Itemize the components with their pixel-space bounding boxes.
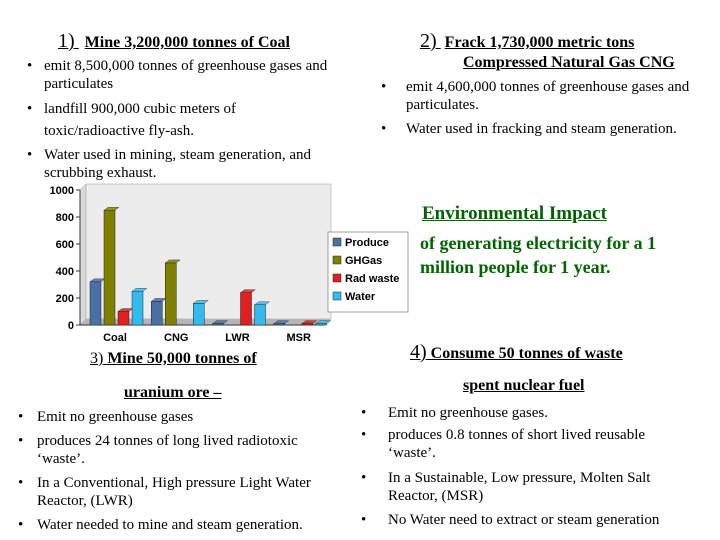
frack-title: Frack 1,730,000 metric tons bbox=[444, 34, 635, 51]
coal-number: 1) bbox=[58, 30, 75, 52]
bar-cng-produce bbox=[151, 301, 163, 326]
frack-number: 2) bbox=[420, 30, 437, 52]
impact-title: Environmental Impact bbox=[422, 203, 607, 224]
legend-swatch bbox=[332, 255, 342, 265]
uranium-title-2: uranium ore – bbox=[124, 384, 222, 401]
y-tick-label: 400 bbox=[56, 266, 74, 278]
bar-coal-rad-waste bbox=[117, 311, 130, 326]
frack-bullet-2: • Water used in fracking and steam genera… bbox=[381, 121, 677, 137]
legend-swatch bbox=[332, 291, 342, 301]
uranium-bullet-1: • Emit no greenhouse gases bbox=[18, 409, 194, 425]
y-tick-label: 600 bbox=[56, 239, 74, 251]
bar-top bbox=[211, 320, 229, 324]
frack-title-2: Compressed Natural Gas CNG bbox=[463, 54, 675, 71]
bar-top bbox=[192, 300, 209, 304]
uranium-number: 3) bbox=[90, 350, 104, 367]
msr-title-2: spent nuclear fuel bbox=[463, 377, 585, 394]
coal-bullet-1: • emit 8,500,000 tonnes of greenhouse gas… bbox=[27, 58, 328, 92]
msr-bullet-3: • In a Sustainable, Low pressure, Molten … bbox=[361, 470, 651, 504]
x-category-label: MSR bbox=[287, 332, 312, 344]
coal-bullet-3: • Water used in mining, steam generation,… bbox=[27, 147, 312, 181]
bar-top bbox=[131, 288, 148, 292]
bar-top bbox=[239, 289, 257, 293]
uranium-bullet-4: • Water needed to mine and steam generati… bbox=[18, 517, 303, 533]
bar-msr-water bbox=[315, 323, 327, 326]
frack-bullet-1: • emit 4,600,000 tonnes of greenhouse gas… bbox=[381, 79, 690, 113]
bar-top bbox=[315, 320, 332, 324]
y-tick-label: 200 bbox=[56, 293, 74, 305]
bar-top bbox=[103, 207, 120, 211]
chart-floor bbox=[80, 319, 331, 325]
bar-msr-rad-waste bbox=[301, 323, 313, 326]
bar-cng-ghgas bbox=[165, 262, 177, 326]
environmental-impact-chart: 0 200 400 600 800 1000 Coal CNG LWR MSR Produce GHG… bbox=[50, 183, 409, 344]
bar-coal-ghgas bbox=[103, 210, 116, 326]
bar-top bbox=[253, 301, 271, 305]
legend-label: Rad waste bbox=[345, 273, 399, 285]
uranium-title: Mine 50,000 tonnes of bbox=[107, 350, 257, 367]
chart-side-wall bbox=[79, 183, 87, 326]
bar-lwr-rad-waste bbox=[240, 292, 252, 326]
bar-lwr-water bbox=[254, 304, 266, 326]
msr-bullet-1: • Emit no greenhouse gases. bbox=[361, 405, 548, 421]
legend-label: Water bbox=[345, 291, 376, 303]
legend-label: Produce bbox=[345, 237, 389, 249]
bar-top bbox=[164, 259, 181, 264]
bar-top bbox=[301, 320, 318, 324]
impact-subtitle: of generating electricity for a 1 millio… bbox=[420, 233, 657, 277]
chart-legend bbox=[327, 231, 409, 313]
uranium-heading: 3) Mine 50,000 tonnes of bbox=[90, 350, 257, 368]
bar-cng-water bbox=[193, 303, 205, 326]
coal-heading: 1) Mine 3,200,000 tonnes of Coal bbox=[58, 30, 290, 53]
coal-title: Mine 3,200,000 tonnes of Coal bbox=[84, 34, 290, 51]
bar-msr-produce bbox=[273, 323, 285, 326]
msr-heading: 4) Consume 50 tonnes of waste bbox=[410, 341, 623, 364]
legend-swatch bbox=[332, 273, 342, 283]
legend-label: GHGas bbox=[345, 255, 382, 267]
x-category-label: Coal bbox=[103, 332, 127, 344]
msr-bullet-2: • produces 0.8 tonnes of short lived reus… bbox=[361, 427, 646, 461]
msr-number: 4) bbox=[410, 341, 427, 363]
bar-coal-water bbox=[131, 291, 144, 326]
y-tick-label: 800 bbox=[56, 212, 74, 224]
y-tick-label: 0 bbox=[68, 320, 74, 332]
legend-swatch bbox=[332, 237, 342, 247]
uranium-bullet-3: • In a Conventional, High pressure Light … bbox=[18, 475, 311, 509]
x-category-label: LWR bbox=[225, 332, 249, 344]
uranium-bullet-2: • produces 24 tonnes of long lived radiot… bbox=[18, 433, 298, 467]
y-tick-label: 1000 bbox=[50, 185, 74, 197]
bar-lwr-produce bbox=[212, 323, 224, 326]
bar-coal-produce bbox=[89, 281, 102, 326]
msr-bullet-4: • No Water need to extract or steam gener… bbox=[361, 512, 660, 528]
bar-top bbox=[273, 320, 290, 324]
frack-heading: 2) Frack 1,730,000 metric tons bbox=[420, 30, 634, 53]
x-category-label: CNG bbox=[164, 332, 188, 344]
chart-back-wall bbox=[85, 183, 332, 320]
msr-title: Consume 50 tonnes of waste bbox=[430, 345, 623, 362]
coal-bullet-2: • landfill 900,000 cubic meters of toxic/… bbox=[27, 101, 237, 139]
